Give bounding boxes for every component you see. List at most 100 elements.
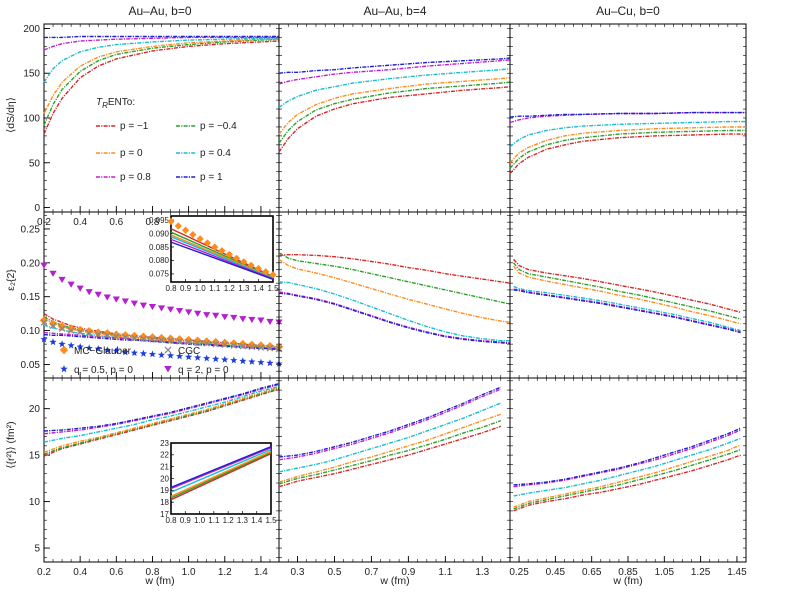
data-point-cgc	[167, 337, 174, 345]
data-point-cgc	[221, 341, 229, 349]
inset-x-tick-label: 1.2	[224, 284, 236, 293]
data-point-mc_glauber	[247, 340, 257, 349]
series-line-p=1	[513, 427, 741, 486]
inset-y-tick-label: 0.075	[149, 270, 170, 279]
panels: 0 50 100 150 200 0.2 0.4 0.6 0.8 1.0 1.2 1.4 0.05 0.1…	[21, 23, 747, 578]
y-tick-label: 5	[34, 544, 40, 555]
legend-p-values: TRENTo: p = −1 p = −0.4 p = 0 p = 0.4 p = 0.8…	[96, 97, 237, 183]
y-tick-label: 200	[23, 24, 40, 35]
legend-marker-mc_glauber	[59, 345, 69, 355]
x-tick-label: 0.85	[618, 567, 638, 578]
y-tick-label: 0	[34, 203, 40, 214]
legend-marker-label-mc_glauber: MC−Glauber	[74, 346, 132, 357]
inset-line-p=0.4	[170, 448, 272, 493]
svg-text:⟨dS/dη⟩: ⟨dS/dη⟩	[5, 97, 17, 133]
data-point-cgc	[49, 322, 57, 330]
series-line-p=-0.4	[513, 262, 741, 320]
data-point-q2	[112, 296, 120, 303]
data-point-mc_glauber	[256, 341, 266, 350]
legend-label-p=0.4: p = 0.4	[200, 148, 231, 159]
x-tick-label: 1.2	[218, 567, 232, 578]
panel-r2-c2	[278, 211, 511, 379]
inset-point-mc_glauber	[203, 239, 212, 247]
data-point-cgc	[67, 327, 75, 334]
inset-x-tick-label: 0.8	[165, 516, 177, 525]
inset-point-mc_glauber	[196, 235, 204, 243]
panel-r2-c1: 0.05 0.10 0.15 0.20 0.25 0.075 0.080 0.085 0.090…	[21, 211, 284, 379]
series-line-p=-1	[278, 86, 511, 153]
svg-text:⟨{r²}⟩ (fm²): ⟨{r²}⟩ (fm²)	[5, 421, 17, 468]
data-point-cgc	[112, 333, 120, 341]
series-line-p=-1	[509, 133, 746, 174]
inset-y-tick-label: 0.095	[149, 216, 170, 225]
data-point-mc_glauber	[139, 332, 148, 341]
data-point-q05	[76, 343, 84, 350]
data-point-q2	[94, 291, 102, 298]
x-tick-label: 1.45	[727, 567, 747, 578]
data-point-mc_glauber	[184, 335, 193, 345]
data-point-mc_glauber	[265, 341, 275, 351]
data-point-q2	[203, 312, 211, 319]
data-point-mc_glauber	[112, 330, 121, 339]
data-point-q05	[203, 354, 211, 362]
series-line-p=-0.4	[43, 38, 280, 126]
data-point-q05	[257, 358, 265, 366]
data-point-q05	[67, 341, 75, 349]
data-point-q05	[248, 358, 256, 365]
data-point-q05	[40, 335, 48, 343]
series-line-p=0.4	[43, 37, 279, 83]
inset-line-p=0.8	[170, 238, 274, 280]
data-point-mc_glauber	[84, 327, 94, 336]
data-point-q05	[230, 356, 238, 364]
x-axis-title-1: w (fm)	[144, 575, 174, 587]
inset-line-p=0.4	[170, 236, 274, 279]
panel-frame	[509, 377, 747, 563]
y-tick-label: 10	[29, 497, 41, 508]
series-line-p=0	[278, 77, 511, 135]
panel-r3-c2: 0.3 0.5 0.7 0.9 1.1 1.3	[278, 377, 511, 578]
series-line-p=0.4	[278, 68, 511, 108]
series-line-p=0	[43, 38, 279, 114]
x-tick-label: 0.2	[37, 567, 51, 578]
x-tick-label: 0.6	[109, 217, 123, 228]
data-point-mc_glauber	[75, 325, 85, 335]
inset-point-mc_glauber	[225, 250, 233, 259]
data-point-q05	[130, 349, 138, 356]
data-point-q05	[94, 345, 102, 352]
series-line-p=0	[513, 265, 741, 325]
inset-x-tick-label: 1.3	[238, 284, 250, 293]
x-tick-label: 0.5	[327, 567, 341, 578]
series-line-p=0	[43, 386, 280, 453]
inset-x-tick-label: 1.0	[195, 284, 207, 293]
inset-x-tick-label: 1.5	[267, 284, 279, 293]
inset-chart: 17 18 19 20 21 22 23 0.8 0.9 1.0 1.1 1.2 1.3 1.4 1.5	[160, 439, 277, 525]
inset-x-tick-label: 1.0	[194, 516, 206, 525]
inset-point-mc_glauber	[262, 268, 270, 276]
data-point-mc_glauber	[175, 335, 184, 344]
series-line-p=-0.4	[278, 252, 511, 305]
data-point-mc_glauber	[148, 333, 157, 342]
data-point-mc_glauber	[229, 339, 239, 348]
series-line-p=-1	[278, 425, 502, 488]
data-point-q05	[266, 359, 274, 367]
data-point-q2	[148, 303, 157, 311]
y-tick-label: 0.10	[21, 326, 41, 337]
inset-y-tick-label: 0.090	[149, 229, 170, 238]
inset-line-p=0	[170, 450, 272, 497]
series-line-p=1	[44, 35, 279, 39]
series-line-p=1	[43, 382, 280, 432]
panel-r3-c3: 0.25 0.45 0.65 0.85 1.05 1.25 1.45	[509, 377, 747, 578]
inset-y-tick-label: 20	[160, 474, 169, 483]
data-point-q05	[239, 357, 247, 365]
column-title-2: Au–Au, b=4	[363, 4, 426, 18]
x-tick-label: 0.3	[291, 567, 305, 578]
inset-line-p=1	[170, 445, 272, 489]
series-line-p=0	[509, 126, 746, 164]
series-line-p=0.8	[509, 111, 746, 124]
data-point-cgc	[131, 334, 138, 342]
inset-x-tick-label: 0.8	[165, 284, 177, 293]
data-point-q2	[166, 306, 175, 313]
data-point-cgc	[103, 331, 111, 339]
series-line-p=1	[278, 57, 511, 74]
